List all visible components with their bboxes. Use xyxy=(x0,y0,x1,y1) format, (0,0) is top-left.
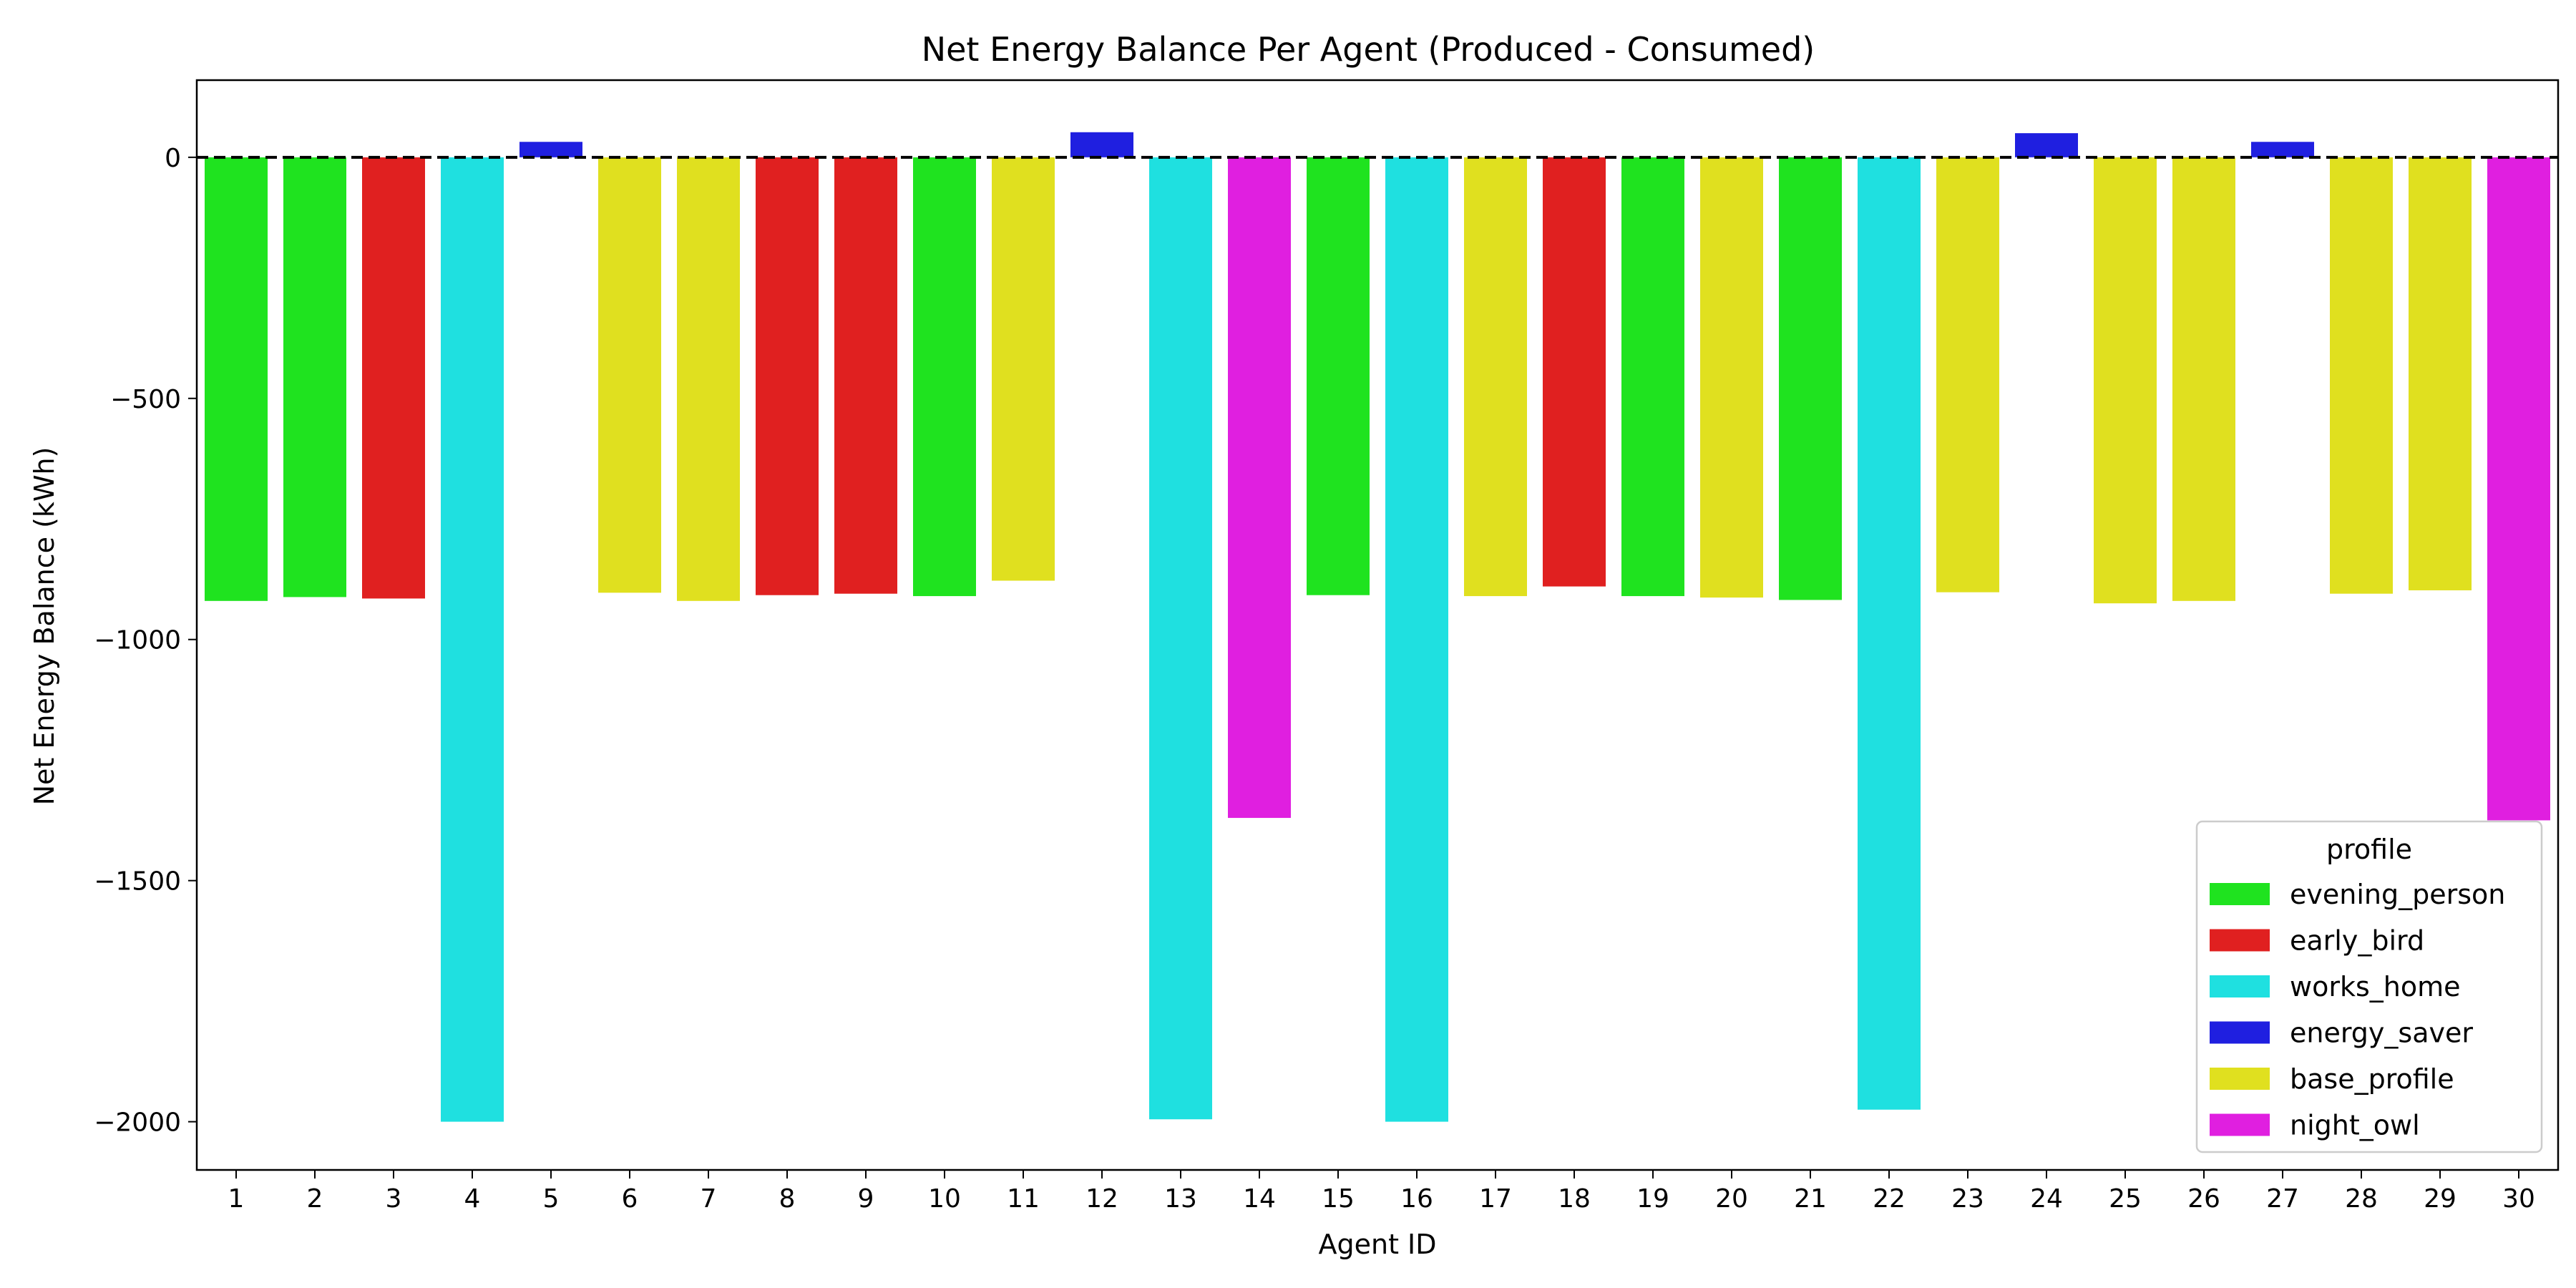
legend-swatch-evening-person xyxy=(2210,883,2270,905)
bar-agent-25 xyxy=(2094,157,2157,604)
legend-entries: evening_person early_bird works_homeenergy… xyxy=(2210,879,2505,1141)
legend-swatch-works-home xyxy=(2210,975,2270,997)
bar-agent-2 xyxy=(283,157,346,597)
legend-label-early-bird: early_bird xyxy=(2290,925,2424,957)
x-tick-label: 18 xyxy=(1558,1184,1591,1214)
bar-agent-4 xyxy=(441,157,504,1122)
bar-agent-15 xyxy=(1307,157,1370,595)
y-axis-label: Net Energy Balance (kWh) xyxy=(29,447,60,806)
bar-agent-11 xyxy=(992,157,1055,581)
bar-agent-27 xyxy=(2251,142,2314,157)
y-tick-label: −1500 xyxy=(94,867,181,897)
bar-agent-17 xyxy=(1464,157,1527,597)
x-tick-label: 22 xyxy=(1873,1184,1906,1214)
y-tick-label: 0 xyxy=(165,144,181,173)
x-tick-label: 28 xyxy=(2345,1184,2378,1214)
bar-agent-24 xyxy=(2015,133,2078,157)
bar-agent-28 xyxy=(2330,157,2393,594)
chart-title: Net Energy Balance Per Agent (Produced -… xyxy=(922,30,1815,69)
x-axis: 1 2 3 4 5 6 7 8 9 10 11 12 13 14 15 16 17 18 19 20 21 22 23 24 2… xyxy=(228,1170,2535,1214)
x-tick-label: 11 xyxy=(1007,1184,1040,1214)
bar-agent-18 xyxy=(1543,157,1606,587)
x-tick-label: 5 xyxy=(543,1184,560,1214)
x-axis-label: Agent ID xyxy=(1318,1229,1436,1260)
legend-swatch-early-bird xyxy=(2210,929,2270,952)
bar-agent-23 xyxy=(1936,157,1999,592)
x-tick-label: 15 xyxy=(1322,1184,1355,1214)
bar-agent-13 xyxy=(1149,157,1212,1120)
x-tick-label: 23 xyxy=(1951,1184,1984,1214)
bar-agent-6 xyxy=(598,157,661,593)
legend-label-energy-saver: energy_saver xyxy=(2290,1018,2473,1049)
x-tick-label: 26 xyxy=(2187,1184,2220,1214)
bar-agent-30 xyxy=(2487,157,2550,821)
x-tick-label: 20 xyxy=(1715,1184,1748,1214)
x-tick-label: 9 xyxy=(858,1184,874,1214)
x-tick-label: 30 xyxy=(2502,1184,2535,1214)
bar-agent-9 xyxy=(834,157,897,594)
x-tick-label: 10 xyxy=(928,1184,961,1214)
bar-agent-12 xyxy=(1070,132,1133,157)
bar-agent-16 xyxy=(1385,157,1448,1122)
x-tick-label: 4 xyxy=(464,1184,481,1214)
legend-swatch-base-profile xyxy=(2210,1068,2270,1090)
legend-box xyxy=(2195,820,2543,1153)
bar-agent-7 xyxy=(677,157,740,601)
bar-agent-19 xyxy=(1621,157,1684,597)
x-tick-label: 29 xyxy=(2424,1184,2457,1214)
x-tick-label: 2 xyxy=(307,1184,323,1214)
bar-agent-20 xyxy=(1700,157,1763,598)
legend: profile evening_person early_bird works_ho… xyxy=(2195,820,2543,1153)
x-tick-label: 6 xyxy=(622,1184,638,1214)
x-tick-label: 14 xyxy=(1243,1184,1276,1214)
legend-label-works-home: works_home xyxy=(2290,971,2460,1002)
y-tick-label: −1000 xyxy=(94,626,181,655)
bar-agent-1 xyxy=(205,157,268,601)
bar-agent-10 xyxy=(913,157,976,597)
bar-agent-26 xyxy=(2172,157,2235,601)
legend-title: profile xyxy=(2326,834,2412,865)
legend-label-night-owl: night_owl xyxy=(2290,1110,2420,1141)
x-tick-label: 1 xyxy=(228,1184,245,1214)
bar-agent-5 xyxy=(519,142,582,157)
bar-agent-3 xyxy=(362,157,425,599)
bar-agent-22 xyxy=(1858,157,1921,1110)
bar-agent-8 xyxy=(756,157,819,595)
y-tick-label: −500 xyxy=(110,385,181,414)
x-tick-label: 19 xyxy=(1636,1184,1669,1214)
bars-group xyxy=(205,132,2550,1122)
bar-agent-21 xyxy=(1779,157,1842,600)
legend-swatch-night-owl xyxy=(2210,1113,2270,1136)
x-tick-label: 12 xyxy=(1085,1184,1118,1214)
plot-frame xyxy=(195,79,2560,1171)
bar-agent-14 xyxy=(1228,157,1291,819)
y-axis: 0 −500 −1000 −1500 −2000 xyxy=(94,144,197,1138)
x-tick-label: 7 xyxy=(701,1184,717,1214)
legend-label-base-profile: base_profile xyxy=(2290,1063,2454,1095)
x-tick-label: 16 xyxy=(1400,1184,1433,1214)
legend-label-evening-person: evening_person xyxy=(2290,879,2505,910)
y-tick-label: −2000 xyxy=(94,1108,181,1138)
x-tick-label: 25 xyxy=(2109,1184,2142,1214)
x-tick-label: 21 xyxy=(1794,1184,1827,1214)
bar-agent-29 xyxy=(2409,157,2472,590)
x-tick-label: 13 xyxy=(1164,1184,1197,1214)
x-tick-label: 8 xyxy=(779,1184,796,1214)
x-tick-label: 27 xyxy=(2266,1184,2299,1214)
x-tick-label: 3 xyxy=(386,1184,402,1214)
legend-swatch-energy-saver xyxy=(2210,1021,2270,1044)
x-tick-label: 17 xyxy=(1479,1184,1512,1214)
x-tick-label: 24 xyxy=(2030,1184,2063,1214)
